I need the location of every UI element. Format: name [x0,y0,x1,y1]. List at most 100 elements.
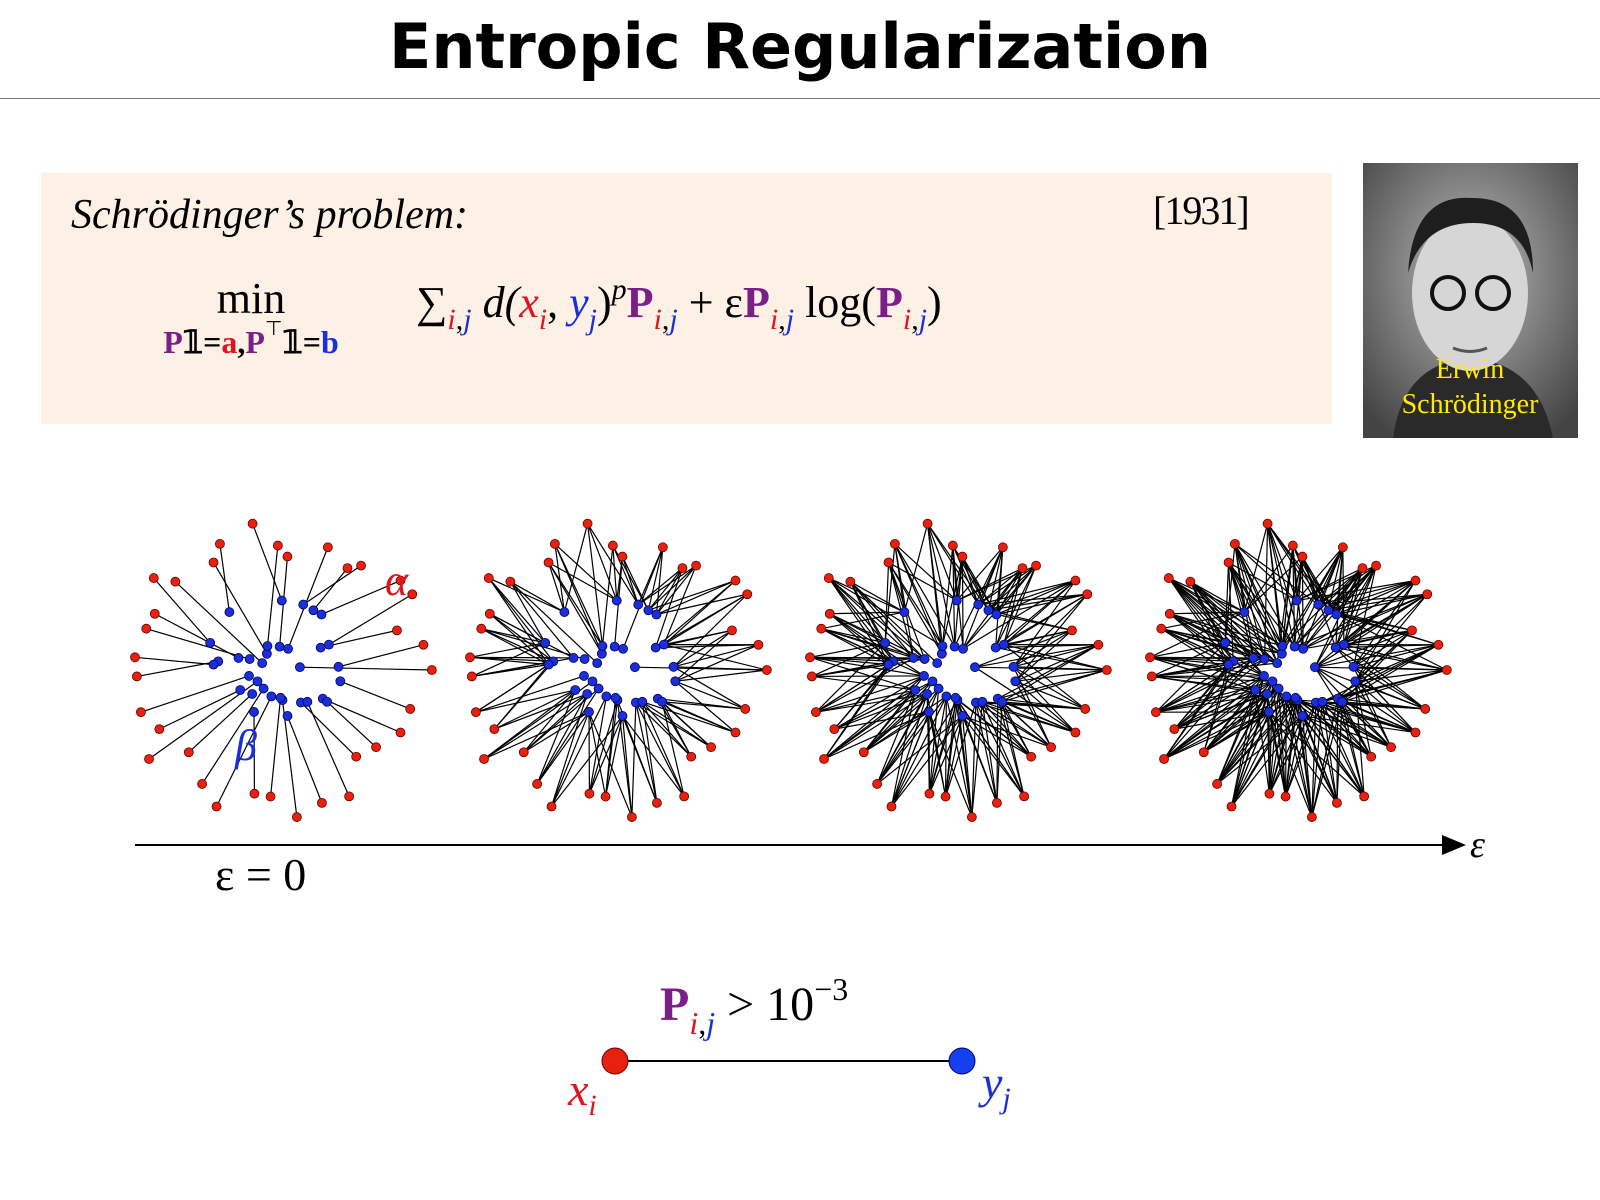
edge [995,644,1099,649]
red-point [543,557,554,568]
blue-point [1317,696,1328,707]
blue-point [266,691,277,702]
edge [997,698,1025,797]
red-point [1280,791,1291,802]
blue-point [633,599,644,610]
red-point [1223,557,1234,568]
blue-point [308,605,319,616]
edge [550,696,607,807]
edge [509,581,546,644]
edge [1328,593,1428,611]
red-point [392,625,402,636]
coat [1393,358,1553,438]
red-point [183,747,194,758]
blue-point [883,659,894,670]
blue-point [922,689,933,699]
problem-label: Schrödinger’s problem: [71,192,469,238]
t: P [245,324,265,360]
edge [996,698,999,803]
edge [1160,628,1256,691]
blue-point [951,595,962,606]
edge [988,609,1073,631]
edge [1173,660,1234,730]
edge [891,715,963,807]
edge [536,693,588,785]
edge [809,656,916,691]
edge [982,701,1052,748]
edge [971,701,983,818]
edge [1169,613,1229,666]
edge [563,523,589,613]
edge [1163,688,1279,760]
edge [1317,565,1377,606]
edge [974,644,1099,668]
edge [1296,546,1344,601]
edge [903,523,929,613]
red-point [1433,639,1444,650]
blue-point [592,658,603,669]
red-point [135,707,146,718]
edge [1013,644,1099,668]
edge [928,715,964,794]
red-point [582,518,593,529]
edge [469,656,574,659]
t: x [567,1064,589,1115]
edge [523,688,600,753]
red-point [1410,727,1421,738]
edge [996,593,1088,616]
edge [961,556,979,605]
red-point [657,542,668,553]
t: d( [482,278,520,327]
edge [1015,669,1107,682]
blue-point [983,605,994,616]
red-point [144,754,154,764]
edge [988,579,1076,611]
blue-point [579,654,590,664]
edge [828,577,905,613]
edge [1284,715,1304,797]
edge [663,644,767,671]
edge [510,581,565,613]
edge [890,696,947,807]
edge [1302,565,1377,650]
red-point [1359,791,1370,802]
edge [1353,629,1413,668]
t: b [320,324,339,360]
red-point [1212,779,1223,789]
red-point [1297,551,1308,562]
edge [1161,628,1265,677]
x-label: xi [567,1064,597,1122]
red-point [148,573,159,583]
edge [1314,666,1372,758]
red-point [1164,608,1175,619]
edge [655,580,736,649]
edge [1267,523,1329,611]
blue-point [957,711,968,721]
t: i [538,303,548,336]
red-point [922,518,933,529]
edge [1149,656,1268,695]
edge [1151,658,1265,678]
edge [823,661,894,760]
red-point [1226,801,1237,812]
blue-point [630,662,640,673]
blue-point [1298,643,1308,654]
edge [621,715,633,818]
edge [1228,562,1283,647]
edge [996,580,1076,616]
edge [888,561,958,602]
edge [1014,629,1073,682]
edge [328,593,413,646]
edge [1314,666,1392,748]
edge [601,545,614,647]
red-point [1332,797,1342,808]
t: , [455,303,464,336]
edge [661,701,736,734]
objective: ∑i,j d(xi, yj)pPi,j + εPi,j log(Pi,j) [416,273,942,337]
blue-point [973,599,984,610]
edge [863,695,947,753]
red-point [247,518,258,529]
edge [493,660,554,730]
edge [1268,702,1317,794]
blue-point [1291,595,1302,606]
